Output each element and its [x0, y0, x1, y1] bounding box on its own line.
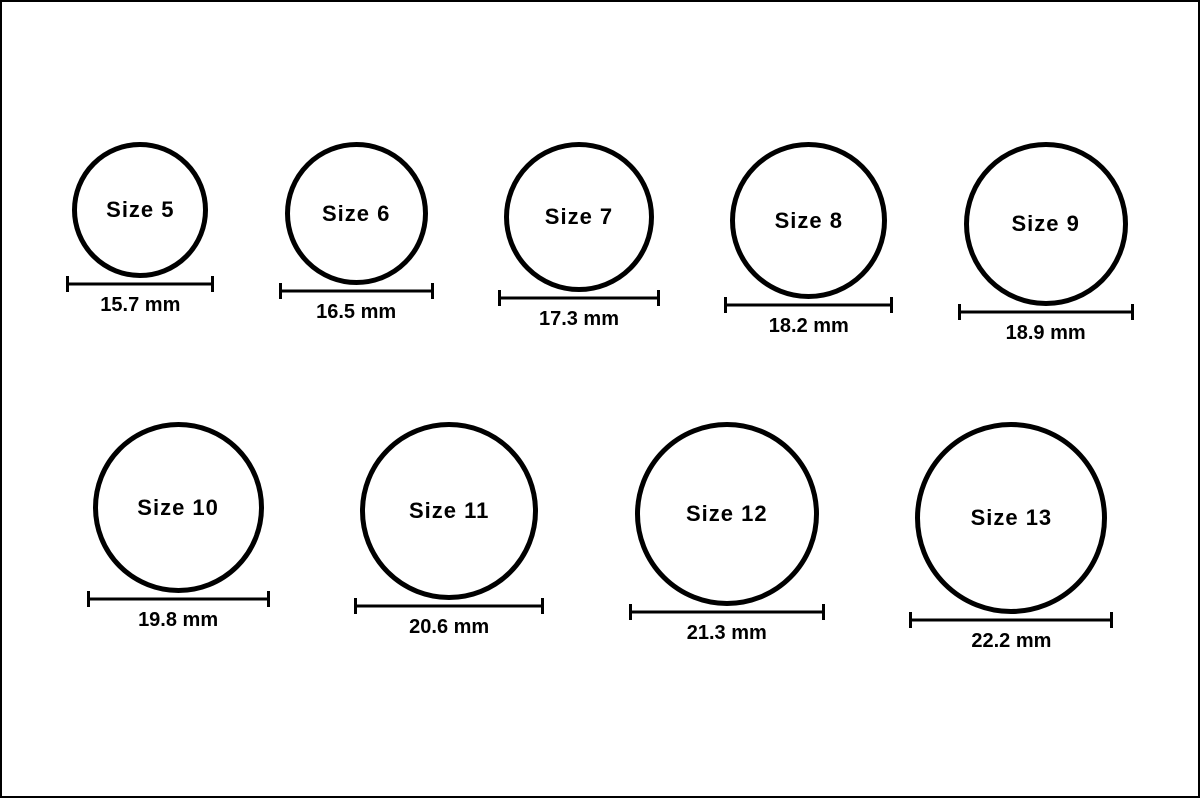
ring-size-item: Size 8 18.2 mm [724, 142, 893, 338]
measurement-bar: 17.3 mm [498, 290, 660, 331]
measurement-bar: 19.8 mm [87, 591, 270, 632]
ring-size-item: Size 6 16.5 mm [279, 142, 434, 324]
ring-circle: Size 11 [360, 422, 538, 600]
measurement-bar: 22.2 mm [909, 612, 1113, 653]
ring-size-item: Size 10 19.8 mm [87, 422, 270, 632]
ring-row-1: Size 515.7 mmSize 616.5 mmSize 717.3 mmS… [2, 142, 1198, 345]
measurement-label: 19.8 mm [138, 609, 218, 632]
ring-size-item: Size 12 21.3 mm [629, 422, 825, 645]
ring-size-label: Size 6 [322, 201, 390, 227]
measurement-label: 18.2 mm [769, 315, 849, 338]
ring-circle: Size 5 [72, 142, 208, 278]
measurement-label: 17.3 mm [539, 308, 619, 331]
measurement-label: 22.2 mm [971, 630, 1051, 653]
ring-size-label: Size 8 [775, 208, 843, 234]
ring-circle: Size 9 [964, 142, 1128, 306]
ring-circle: Size 10 [93, 422, 264, 593]
measurement-label: 15.7 mm [100, 294, 180, 317]
ring-size-item: Size 11 20.6 mm [354, 422, 544, 639]
ring-circle: Size 13 [915, 422, 1107, 614]
ring-size-label: Size 13 [971, 505, 1053, 531]
measurement-label: 21.3 mm [687, 622, 767, 645]
ring-size-label: Size 10 [137, 495, 219, 521]
ring-circle: Size 12 [635, 422, 819, 606]
ring-size-label: Size 12 [686, 501, 768, 527]
ring-size-label: Size 11 [409, 498, 489, 524]
ring-size-item: Size 9 18.9 mm [958, 142, 1134, 345]
ring-size-label: Size 7 [545, 204, 613, 230]
measurement-bar: 16.5 mm [279, 283, 434, 324]
ring-size-label: Size 5 [106, 197, 174, 223]
ring-size-item: Size 13 22.2 mm [909, 422, 1113, 653]
ring-circle: Size 8 [730, 142, 887, 299]
measurement-label: 18.9 mm [1006, 322, 1086, 345]
measurement-bar: 18.9 mm [958, 304, 1134, 345]
measurement-bar: 21.3 mm [629, 604, 825, 645]
ring-circle: Size 6 [285, 142, 428, 285]
ring-circle: Size 7 [504, 142, 654, 292]
measurement-label: 16.5 mm [316, 301, 396, 324]
measurement-bar: 20.6 mm [354, 598, 544, 639]
measurement-bar: 18.2 mm [724, 297, 893, 338]
measurement-label: 20.6 mm [409, 616, 489, 639]
ring-row-2: Size 10 19.8 mm Size 11 20.6 mm Size 12 21.3 … [2, 422, 1198, 653]
ring-size-item: Size 5 15.7 mm [66, 142, 214, 317]
ring-size-chart: Size 515.7 mmSize 616.5 mmSize 717.3 mmS… [0, 0, 1200, 798]
measurement-bar: 15.7 mm [66, 276, 214, 317]
ring-size-label: Size 9 [1011, 211, 1079, 237]
ring-size-item: Size 7 17.3 mm [498, 142, 660, 331]
